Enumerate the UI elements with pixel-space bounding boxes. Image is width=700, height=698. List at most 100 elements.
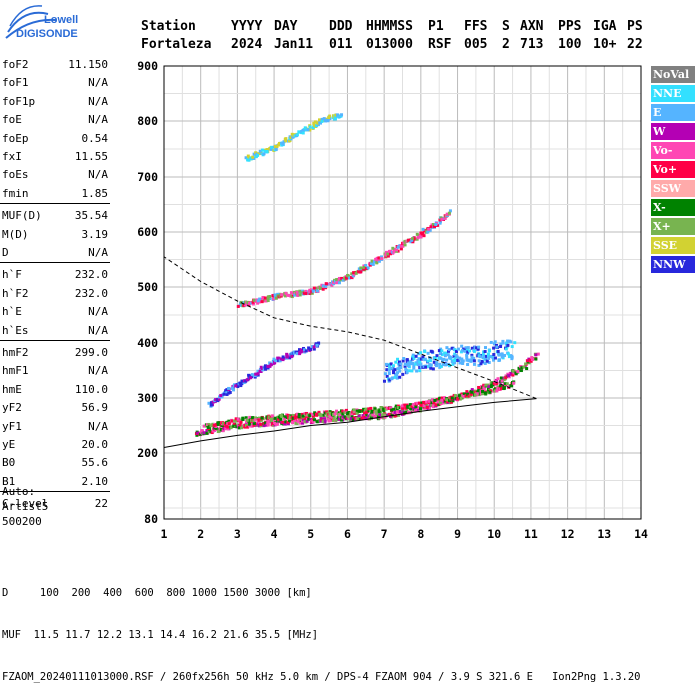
echo-point [240, 426, 244, 430]
echo-point [227, 422, 231, 426]
echo-point [399, 362, 403, 366]
echo-point [370, 409, 374, 413]
echo-point [308, 291, 312, 295]
echo-point [214, 398, 218, 402]
param-value: 1.85 [81, 186, 109, 200]
echo-point [477, 363, 481, 367]
echo-point [447, 348, 451, 352]
echo-point [239, 420, 243, 424]
echo-point [395, 414, 399, 418]
echo-point [261, 295, 265, 299]
echo-point [269, 417, 273, 421]
echo-point [257, 152, 261, 156]
echo-point [266, 421, 270, 425]
echo-point [358, 417, 362, 421]
echo-point [222, 392, 226, 396]
echo-point [331, 411, 335, 415]
echo-point [510, 354, 514, 358]
echo-point [499, 344, 503, 348]
echo-point [466, 392, 470, 396]
param-value: 3.19 [81, 227, 109, 241]
echo-point [405, 370, 409, 374]
echo-point [426, 351, 430, 355]
echo-point [225, 388, 229, 392]
echo-point [260, 416, 264, 420]
echo-point [415, 401, 419, 405]
echo-point [252, 421, 256, 425]
echo-point [480, 389, 484, 393]
echo-point [346, 273, 350, 277]
echo-point [391, 411, 395, 415]
legend-item: SSW [651, 180, 695, 197]
echo-point [362, 264, 366, 268]
echo-point [380, 257, 384, 261]
legend-item: NNE [651, 85, 695, 102]
echo-point [438, 221, 442, 225]
echo-point [536, 352, 540, 356]
echo-point [383, 415, 387, 419]
echo-point [461, 348, 465, 352]
y-tick-label: 600 [137, 225, 158, 239]
echo-point [328, 419, 332, 423]
echo-point [209, 401, 213, 405]
echo-point [470, 388, 474, 392]
echo-point [380, 255, 384, 259]
echo-point [487, 356, 491, 360]
echo-point [351, 418, 355, 422]
echo-point [447, 399, 451, 403]
echo-point [507, 374, 511, 378]
echo-point [324, 118, 328, 122]
echo-point [441, 401, 445, 405]
echo-point [234, 417, 238, 421]
echo-point [328, 411, 332, 415]
echo-point [412, 403, 416, 407]
echo-point [398, 369, 402, 373]
echo-point [451, 362, 455, 366]
echo-point [266, 296, 270, 300]
echo-point [396, 245, 400, 249]
param-label: fxI [2, 150, 22, 163]
echo-point [240, 382, 244, 386]
echo-point [414, 354, 418, 358]
echo-point [277, 143, 281, 147]
echo-point [398, 409, 402, 413]
echo-point [207, 422, 211, 426]
header-label-5: P1 [428, 19, 444, 34]
param-row: foEp 0.54 [2, 132, 108, 146]
param-value: N/A [88, 168, 108, 182]
echo-point [421, 355, 425, 359]
echo-point [396, 406, 400, 410]
echo-point [423, 358, 427, 362]
param-value: 11.55 [74, 150, 108, 163]
echo-point [489, 354, 493, 358]
echo-point [431, 405, 435, 409]
echo-point [495, 381, 499, 385]
echo-point [439, 356, 443, 360]
echo-point [310, 291, 314, 295]
echo-point [349, 417, 353, 421]
param-value: N/A [88, 113, 108, 127]
param-row: foF1 N/A [2, 76, 108, 90]
footer: D 100 200 400 600 800 1000 1500 3000 [km… [2, 558, 640, 698]
echo-point [225, 392, 229, 396]
y-tick-label: 300 [137, 391, 158, 405]
echo-point [494, 387, 498, 391]
echo-point [289, 136, 293, 140]
echo-point [493, 356, 497, 360]
param-value: N/A [88, 305, 108, 319]
echo-point [520, 366, 524, 370]
echo-point [263, 365, 267, 369]
echo-point [244, 420, 248, 424]
echo-point [237, 426, 241, 430]
echo-point [438, 365, 442, 369]
param-row: h`F2 232.0 [2, 287, 108, 301]
echo-point [262, 152, 266, 156]
echo-point [455, 349, 459, 353]
y-tick-label: 200 [137, 446, 158, 460]
echo-point [308, 125, 312, 129]
echo-point [274, 147, 278, 151]
echo-point [447, 349, 451, 353]
echo-point [445, 351, 449, 355]
echo-point [409, 362, 413, 366]
echo-point [531, 357, 535, 361]
